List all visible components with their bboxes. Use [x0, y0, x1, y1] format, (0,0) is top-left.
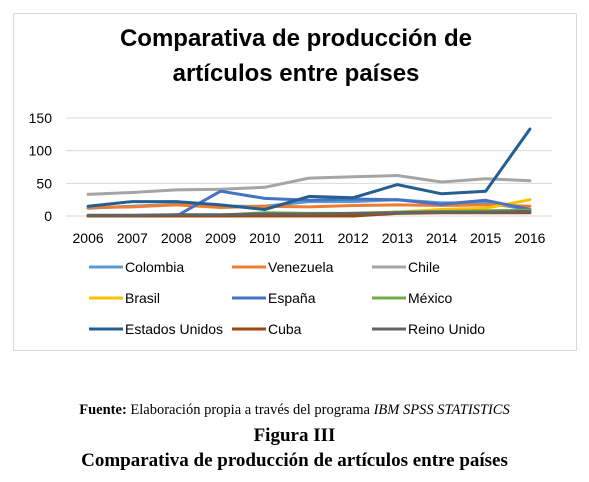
figure-title: Comparativa de producción de artículos e… — [81, 450, 508, 471]
source-note: Fuente: Elaboración propia a través del … — [0, 402, 589, 419]
source-label: Fuente: — [79, 402, 127, 418]
legend-label: España — [268, 290, 316, 306]
chart-frame: Comparativa de producción de artículos en… — [13, 13, 577, 351]
figure-label: Figura III — [253, 425, 336, 446]
x-tick-label: 2012 — [338, 230, 369, 246]
legend-label: Venezuela — [268, 259, 334, 275]
legend-label: Estados Unidos — [125, 321, 223, 337]
x-tick-label: 2015 — [470, 230, 501, 246]
y-tick-label: 150 — [29, 110, 53, 126]
x-tick-label: 2016 — [514, 230, 545, 246]
legend-label: Brasil — [125, 290, 160, 306]
x-tick-label: 2013 — [382, 230, 413, 246]
chart-title-line: Comparativa de producción de — [120, 25, 472, 52]
source-text: Elaboración propia a través del programa — [130, 402, 370, 418]
series-line-venezuela — [86, 203, 532, 209]
legend-label: Cuba — [268, 321, 302, 337]
x-tick-label: 2014 — [426, 230, 457, 246]
legend-label: Reino Unido — [408, 321, 485, 337]
chart-title-line: artículos entre países — [173, 60, 420, 87]
y-tick-label: 50 — [36, 175, 52, 191]
line-chart: Comparativa de producción de artículos en… — [29, 25, 552, 337]
x-tick-label: 2006 — [73, 230, 104, 246]
series-line-reino-unido — [86, 209, 532, 217]
legend-label: México — [408, 290, 453, 306]
x-tick-label: 2008 — [161, 230, 192, 246]
series-line-estados-unidos — [86, 127, 532, 211]
x-tick-label: 2007 — [117, 230, 148, 246]
series-line-chile — [86, 174, 532, 196]
legend-label: Chile — [408, 259, 440, 275]
legend-label: Colombia — [125, 259, 184, 275]
y-tick-label: 0 — [44, 208, 52, 224]
x-tick-label: 2011 — [294, 230, 324, 246]
y-tick-label: 100 — [29, 143, 53, 159]
x-tick-label: 2009 — [205, 230, 236, 246]
source-program: IBM SPSS STATISTICS — [373, 402, 510, 418]
x-tick-label: 2010 — [249, 230, 280, 246]
